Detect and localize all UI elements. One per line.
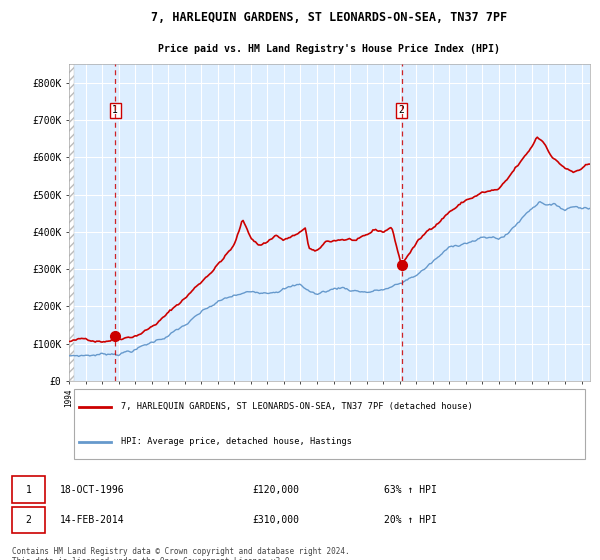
Text: 7, HARLEQUIN GARDENS, ST LEONARDS-ON-SEA, TN37 7PF: 7, HARLEQUIN GARDENS, ST LEONARDS-ON-SEA… xyxy=(151,11,508,24)
FancyBboxPatch shape xyxy=(74,389,584,459)
Text: £310,000: £310,000 xyxy=(252,515,299,525)
Text: Contains HM Land Registry data © Crown copyright and database right 2024.
This d: Contains HM Land Registry data © Crown c… xyxy=(12,547,350,560)
FancyBboxPatch shape xyxy=(12,476,45,503)
Text: 63% ↑ HPI: 63% ↑ HPI xyxy=(384,484,437,494)
Text: 1: 1 xyxy=(112,105,118,115)
Text: 2: 2 xyxy=(26,515,31,525)
Text: HPI: Average price, detached house, Hastings: HPI: Average price, detached house, Hast… xyxy=(121,437,352,446)
Text: 7, HARLEQUIN GARDENS, ST LEONARDS-ON-SEA, TN37 7PF (detached house): 7, HARLEQUIN GARDENS, ST LEONARDS-ON-SEA… xyxy=(121,402,473,411)
Text: 14-FEB-2014: 14-FEB-2014 xyxy=(60,515,125,525)
Bar xyxy=(69,64,74,381)
Text: 18-OCT-1996: 18-OCT-1996 xyxy=(60,484,125,494)
FancyBboxPatch shape xyxy=(12,507,45,533)
Text: 2: 2 xyxy=(399,105,404,115)
Text: 1: 1 xyxy=(26,484,31,494)
Text: 20% ↑ HPI: 20% ↑ HPI xyxy=(384,515,437,525)
Text: £120,000: £120,000 xyxy=(252,484,299,494)
Text: Price paid vs. HM Land Registry's House Price Index (HPI): Price paid vs. HM Land Registry's House … xyxy=(158,44,500,54)
